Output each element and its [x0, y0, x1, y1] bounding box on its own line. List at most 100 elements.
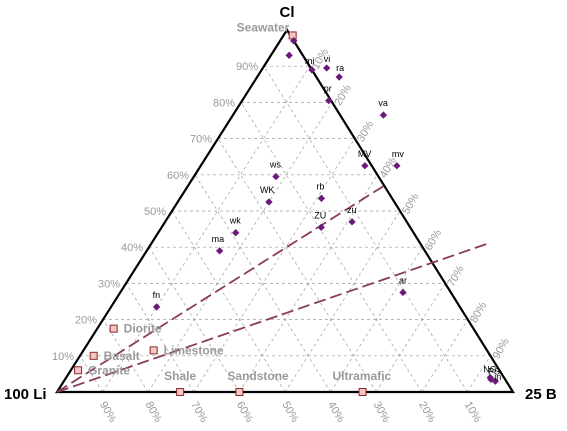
tick-label-b: 70%	[445, 264, 467, 289]
grid-line	[330, 247, 423, 393]
tick-label-li: 90%	[97, 400, 119, 425]
reference-label: Basalt	[104, 349, 140, 363]
grid-line	[148, 247, 240, 393]
grid-line	[171, 210, 286, 393]
tick-label-li: 80%	[143, 400, 165, 425]
triangle-frame	[54, 27, 515, 394]
vertex-label-right: 25 B	[525, 386, 557, 403]
sample-marker	[491, 377, 499, 385]
grid-line	[263, 66, 468, 393]
sample-marker	[232, 229, 240, 237]
reference-label: Granite	[88, 363, 130, 377]
vertex-label-top: Cl	[280, 4, 295, 21]
tick-label-b: 90%	[491, 336, 513, 361]
tick-label-cl: 70%	[190, 134, 212, 146]
sample-label: NG	[483, 365, 497, 375]
tick-label-cl: 40%	[121, 242, 143, 254]
grid-line	[194, 174, 331, 393]
sample-marker	[272, 172, 280, 181]
reference-label: Seawater	[237, 20, 290, 34]
triangle-outline	[54, 27, 515, 394]
sample-marker	[379, 111, 388, 119]
sample-marker	[335, 73, 343, 81]
sample-marker	[361, 162, 369, 170]
reference-label: Shale	[164, 369, 196, 383]
reference-marker	[358, 388, 367, 396]
reference-label: Ultramafic	[333, 369, 392, 383]
tick-label-cl: 60%	[167, 170, 189, 182]
tick-label-b: 30%	[355, 119, 377, 144]
sample-label: ar	[399, 275, 407, 285]
sample-label: ZU	[314, 210, 326, 220]
sample-label: MV	[358, 149, 372, 159]
sample-label: wk	[229, 216, 241, 226]
sample-label: fn	[153, 290, 161, 300]
grid-line	[467, 355, 491, 393]
mixing-lines	[56, 184, 489, 393]
grid-line	[421, 319, 469, 393]
tick-label-li: 60%	[234, 400, 256, 425]
sample-label: PS	[488, 366, 500, 376]
sample-label: WK	[260, 185, 275, 195]
tick-label-li: 70%	[188, 400, 210, 425]
sample-label: ra	[336, 63, 344, 73]
sample-label: rb	[316, 181, 324, 191]
tick-label-cl: 10%	[52, 351, 74, 363]
tick-label-cl: 50%	[144, 206, 166, 218]
grid-lines	[79, 65, 491, 393]
sample-label: pr	[324, 84, 332, 94]
tick-label-li: 10%	[462, 400, 484, 425]
grid-line	[217, 138, 377, 393]
sample-label: vi	[324, 54, 331, 64]
sample-label: mi	[305, 56, 315, 66]
tick-label-cl: 80%	[213, 97, 235, 109]
reference-marker	[109, 324, 118, 333]
sample-marker	[215, 247, 224, 255]
mixing-line	[56, 184, 385, 393]
tick-label-li: 30%	[371, 400, 393, 425]
reference-marker	[235, 388, 244, 396]
sample-label: ma	[212, 234, 225, 244]
reference-label: Sandstone	[227, 369, 289, 383]
sample-label: va	[378, 98, 388, 108]
sample-marker	[285, 51, 293, 60]
sample-label: zu	[347, 205, 357, 215]
reference-marker	[288, 31, 297, 40]
reference-marker	[176, 388, 185, 396]
tick-label-b: 60%	[423, 227, 445, 252]
grid-line	[102, 319, 149, 393]
tick-label-b: 80%	[468, 300, 490, 325]
grid-line	[79, 355, 103, 393]
tick-label-cl: 20%	[75, 315, 97, 327]
reference-marker	[89, 351, 98, 360]
sample-label: ws	[269, 160, 281, 170]
tick-label-li: 20%	[416, 400, 438, 425]
sample-marker	[317, 194, 326, 203]
mixing-line	[56, 242, 489, 393]
tick-label-li: 40%	[325, 400, 347, 425]
grid-line	[102, 66, 310, 393]
reference-label: Limestone	[164, 343, 224, 357]
tick-label-cl: 30%	[98, 278, 120, 290]
sample-marker	[323, 64, 331, 72]
tick-label-b: 20%	[332, 83, 354, 108]
sample-label: mv	[392, 149, 404, 159]
sample-label: in	[494, 372, 501, 382]
sample-marker	[325, 96, 333, 105]
reference-marker	[74, 366, 83, 375]
grid-line	[193, 138, 356, 393]
sample-marker	[290, 37, 298, 45]
tick-label-cl: 90%	[236, 61, 258, 73]
reference-marker	[149, 346, 158, 355]
vertex-label-left: 100 Li	[4, 386, 47, 403]
tick-label-li: 50%	[279, 400, 301, 425]
sample-marker	[399, 288, 407, 297]
reference-label: Diorite	[124, 322, 162, 336]
tick-label-b: 50%	[400, 191, 422, 216]
sample-marker	[348, 218, 356, 226]
sample-marker	[265, 198, 273, 206]
sample-marker	[152, 303, 161, 311]
